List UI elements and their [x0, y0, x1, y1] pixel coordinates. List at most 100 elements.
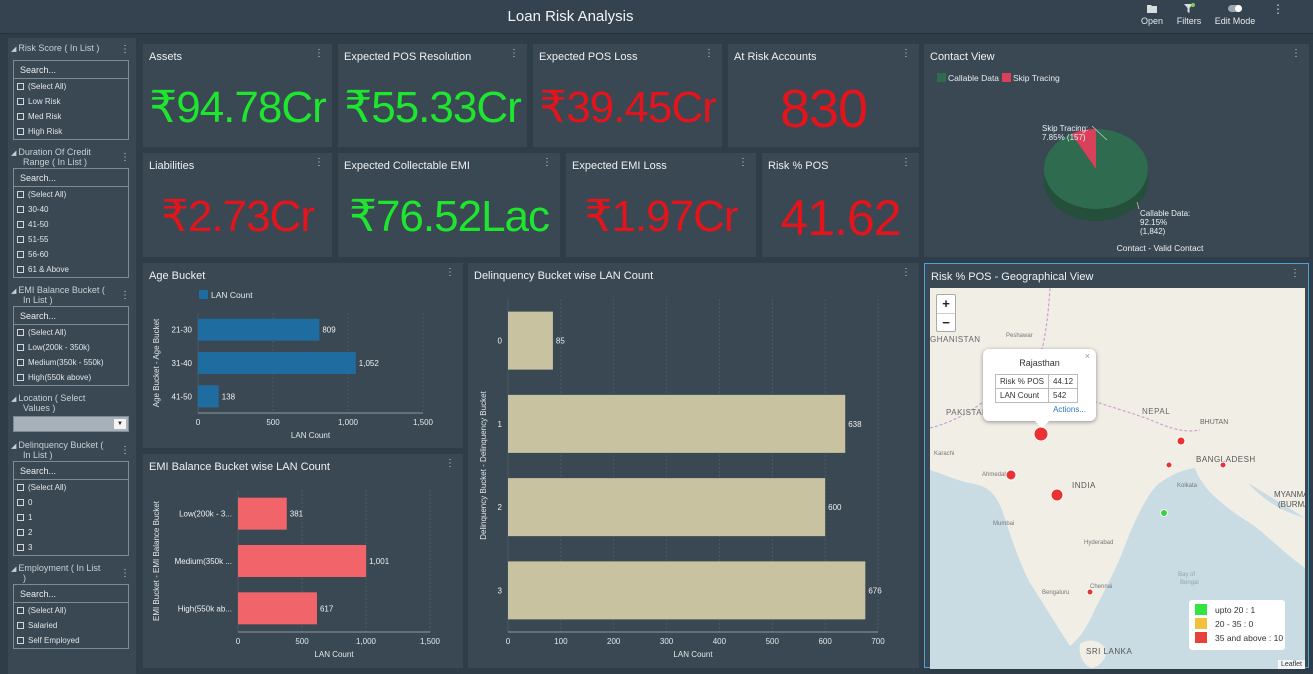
panel-menu-icon[interactable]: ⋮	[445, 267, 455, 278]
edit-mode-toggle[interactable]: Edit Mode	[1213, 3, 1257, 26]
bar[interactable]	[238, 592, 317, 625]
filter-option[interactable]: (Select All)	[14, 187, 128, 202]
filter-menu-icon[interactable]: ⋮	[120, 152, 130, 163]
kpi-pos-resolution[interactable]: Expected POS Resolution ⋮ ₹55.33Cr	[338, 44, 527, 147]
bar[interactable]	[238, 497, 287, 530]
filter-search-input[interactable]: Search...	[14, 462, 128, 480]
filter-option[interactable]: Medium(350k - 550k)	[14, 355, 128, 370]
bar[interactable]	[508, 561, 866, 620]
map-marker-rajasthan[interactable]	[1033, 426, 1049, 442]
map-label: NEPAL	[1142, 407, 1170, 416]
map-marker[interactable]	[1005, 469, 1017, 481]
filter-option[interactable]: (Select All)	[14, 79, 128, 94]
filter-menu-icon[interactable]: ⋮	[120, 290, 130, 301]
kpi-collectable-emi[interactable]: Expected Collectable EMI ⋮ ₹76.52Lac	[338, 153, 560, 257]
bar[interactable]	[508, 394, 846, 453]
edit-mode-label: Edit Mode	[1214, 16, 1256, 26]
filter-option[interactable]: High(550k above)	[14, 370, 128, 385]
filters-button[interactable]: Filters	[1167, 3, 1211, 26]
collapse-triangle-icon[interactable]: ◢	[11, 46, 17, 53]
bar[interactable]	[238, 545, 367, 577]
kpi-emi-loss[interactable]: Expected EMI Loss ⋮ ₹1.97Cr	[566, 153, 756, 257]
filter-option[interactable]: 0	[14, 495, 128, 510]
filter-option[interactable]: 3	[14, 540, 128, 555]
kpi-assets[interactable]: Assets ⋮ ₹94.78Cr	[143, 44, 332, 147]
filter-search-input[interactable]: Search...	[14, 307, 128, 325]
filter-option[interactable]: (Select All)	[14, 603, 128, 618]
legend-swatch	[199, 290, 208, 299]
filter-option[interactable]: Salaried	[14, 618, 128, 633]
open-button[interactable]: Open	[1130, 3, 1174, 26]
leaflet-attribution[interactable]: Leaflet	[1277, 660, 1305, 669]
filter-option[interactable]: Med Risk	[14, 109, 128, 124]
collapse-triangle-icon[interactable]: ◢	[11, 396, 17, 403]
filter-option[interactable]: 30-40	[14, 202, 128, 217]
filter-search-input[interactable]: Search...	[14, 169, 128, 187]
kpi-at-risk-accounts[interactable]: At Risk Accounts ⋮ 830	[728, 44, 919, 147]
map-marker[interactable]	[1219, 461, 1227, 469]
panel-menu-icon[interactable]: ⋮	[1291, 48, 1301, 59]
filter-option[interactable]: (Select All)	[14, 325, 128, 340]
filter-option[interactable]: Self Employed	[14, 633, 128, 648]
filter-option[interactable]: (Select All)	[14, 480, 128, 495]
panel-menu-icon[interactable]: ⋮	[901, 267, 911, 278]
map-marker[interactable]	[1160, 509, 1168, 517]
bar[interactable]	[198, 352, 356, 374]
filter-option[interactable]: 61 & Above	[14, 262, 128, 277]
collapse-triangle-icon[interactable]: ◢	[11, 566, 17, 573]
map-marker[interactable]	[1165, 461, 1173, 469]
filter-option[interactable]: 56-60	[14, 247, 128, 262]
close-icon[interactable]: ×	[1084, 351, 1090, 361]
bar[interactable]	[198, 318, 320, 341]
legend-callable[interactable]: Callable Data	[948, 73, 999, 83]
popup-actions-link[interactable]: Actions...	[1053, 405, 1086, 414]
legend-skip-tracing[interactable]: Skip Tracing	[1013, 73, 1060, 83]
filter-search-input[interactable]: Search...	[14, 585, 128, 603]
map-marker[interactable]	[1086, 588, 1094, 596]
zoom-in-button[interactable]: +	[942, 296, 950, 311]
filter-option[interactable]: Low Risk	[14, 94, 128, 109]
kpi-pos-loss[interactable]: Expected POS Loss ⋮ ₹39.45Cr	[533, 44, 722, 147]
filter-search-input[interactable]: Search...	[14, 61, 128, 79]
panel-title: Delinquency Bucket wise LAN Count	[474, 270, 654, 282]
panel-menu-icon[interactable]: ⋮	[901, 157, 911, 168]
map-marker[interactable]	[1176, 436, 1186, 446]
filter-option[interactable]: 2	[14, 525, 128, 540]
filter-option[interactable]: 51-55	[14, 232, 128, 247]
collapse-triangle-icon[interactable]: ◢	[11, 443, 17, 450]
more-vertical-icon[interactable]: ⋮	[1272, 2, 1284, 16]
bar[interactable]	[508, 311, 553, 370]
map-label: GHANISTAN	[930, 335, 981, 344]
filter-option[interactable]: 41-50	[14, 217, 128, 232]
panel-menu-icon[interactable]: ⋮	[1290, 268, 1300, 279]
chevron-down-icon[interactable]: ▼	[114, 419, 126, 429]
panel-menu-icon[interactable]: ⋮	[509, 48, 519, 59]
emi-bucket-panel: EMI Balance Bucket wise LAN Count ⋮ 0 500…	[143, 454, 463, 668]
zoom-out-button[interactable]: −	[937, 313, 955, 331]
panel-menu-icon[interactable]: ⋮	[314, 48, 324, 59]
map-marker[interactable]	[1050, 488, 1064, 502]
panel-menu-icon[interactable]: ⋮	[738, 157, 748, 168]
panel-menu-icon[interactable]: ⋮	[542, 157, 552, 168]
panel-menu-icon[interactable]: ⋮	[901, 48, 911, 59]
filter-option[interactable]: 1	[14, 510, 128, 525]
panel-menu-icon[interactable]: ⋮	[314, 157, 324, 168]
panel-menu-icon[interactable]: ⋮	[445, 458, 455, 469]
map-label: Kolkata	[1177, 483, 1198, 489]
filter-option[interactable]: High Risk	[14, 124, 128, 139]
collapse-triangle-icon[interactable]: ◢	[11, 150, 17, 157]
kpi-risk-pos[interactable]: Risk % POS ⋮ 41.62	[762, 153, 919, 257]
filter-menu-icon[interactable]: ⋮	[120, 445, 130, 456]
geo-map[interactable]: GHANISTAN Peshawar PAKISTAN Karachi Ahme…	[930, 288, 1305, 669]
filter-menu-icon[interactable]: ⋮	[120, 44, 130, 55]
bar[interactable]	[198, 385, 219, 408]
bar[interactable]	[508, 478, 826, 537]
kpi-liabilities[interactable]: Liabilities ⋮ ₹2.73Cr	[143, 153, 332, 257]
filter-option[interactable]: Low(200k - 350k)	[14, 340, 128, 355]
pie-slice[interactable]	[1071, 129, 1096, 169]
filter-menu-icon[interactable]: ⋮	[120, 568, 130, 579]
collapse-triangle-icon[interactable]: ◢	[11, 288, 17, 295]
panel-menu-icon[interactable]: ⋮	[704, 48, 714, 59]
legend-label[interactable]: LAN Count	[211, 290, 253, 300]
location-select[interactable]: ▼	[13, 416, 129, 432]
